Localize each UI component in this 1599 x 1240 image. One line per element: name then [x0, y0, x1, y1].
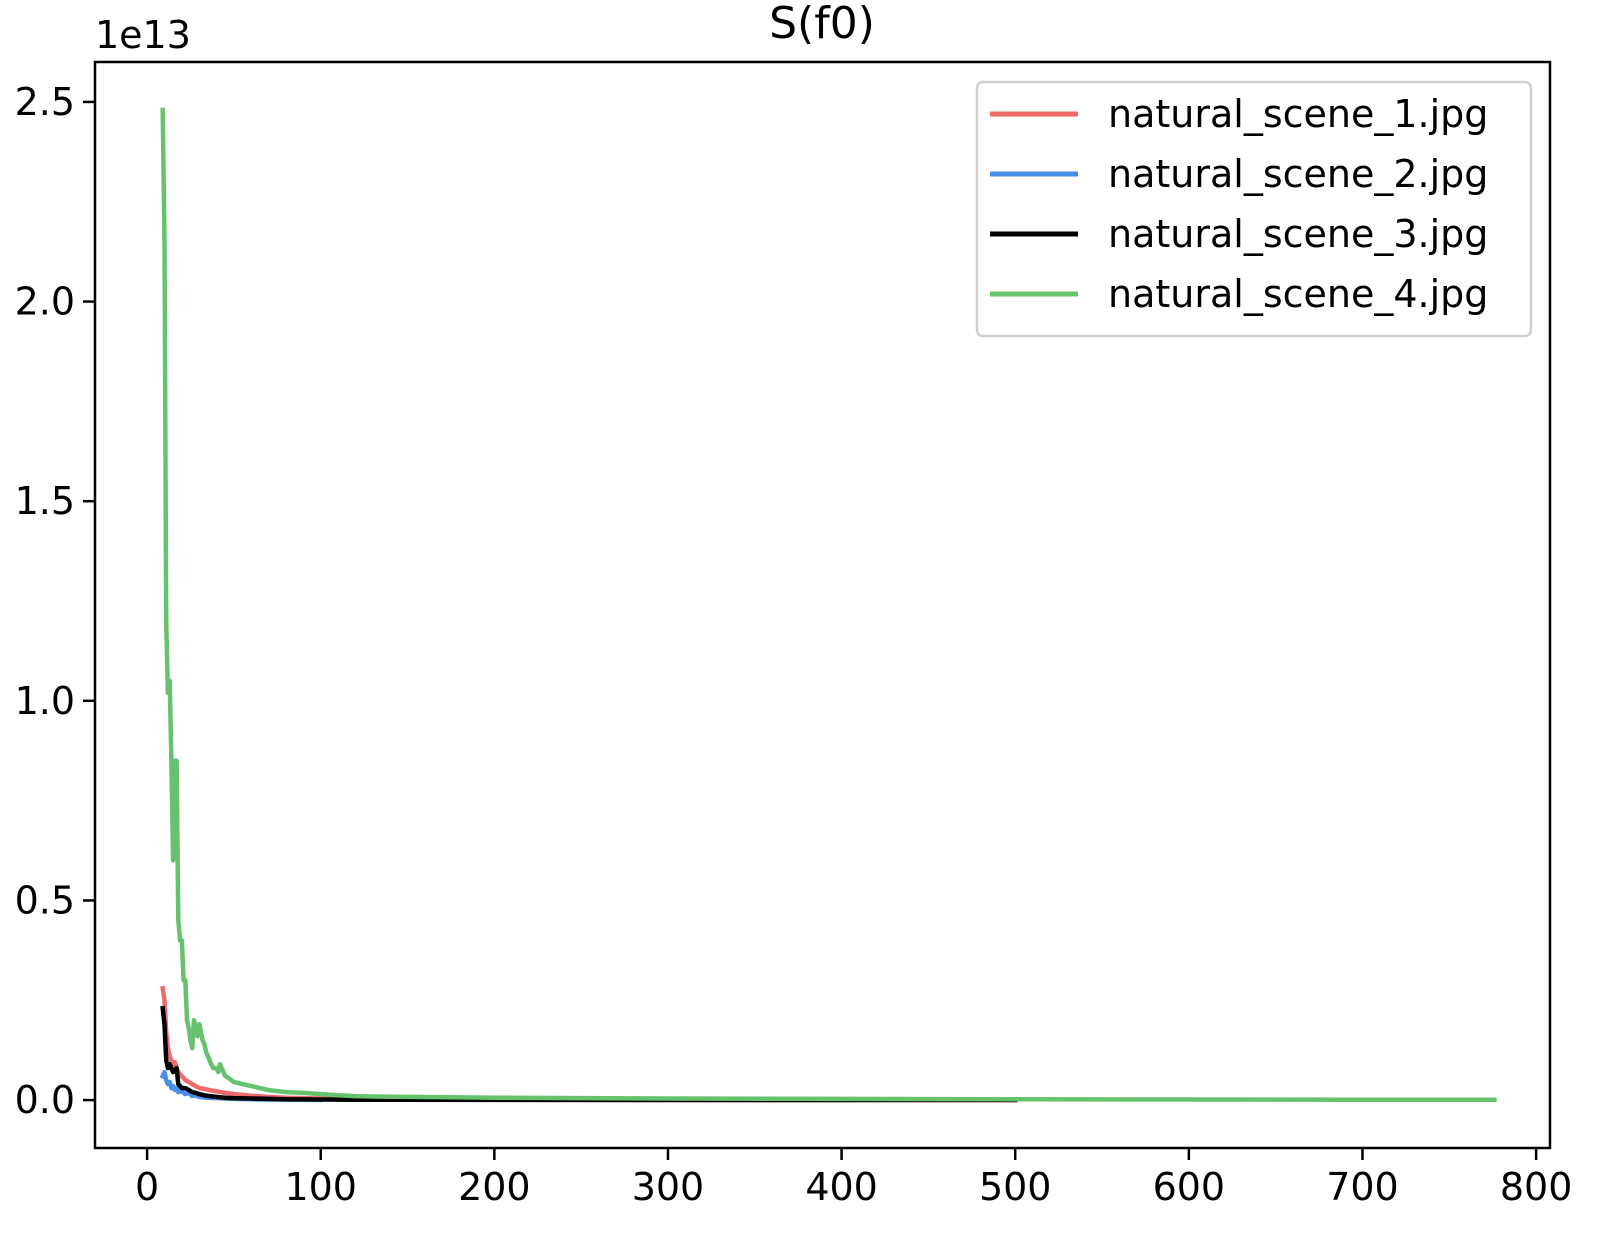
x-tick-label: 400: [805, 1165, 878, 1209]
x-tick-label: 800: [1500, 1165, 1573, 1209]
x-tick-label: 0: [135, 1165, 159, 1209]
x-tick-label: 600: [1153, 1165, 1226, 1209]
axes-frame: [93, 60, 1552, 1150]
x-tick-label: 200: [458, 1165, 531, 1209]
y-tick-label: 0.5: [15, 878, 75, 922]
y-axis-offset-label: 1e13: [95, 13, 191, 57]
y-tick-label: 0.0: [15, 1078, 75, 1122]
series-line-3: [160, 1005, 1018, 1103]
y-tick-label: 1.0: [15, 679, 75, 723]
legend: natural_scene_1.jpg natural_scene_2.jpgna…: [975, 80, 1533, 338]
y-tick-label: 1.5: [15, 479, 75, 523]
x-tick-label: 700: [1326, 1165, 1399, 1209]
legend-label: natural_scene_1.jpg: [1108, 92, 1488, 136]
y-tick-label: 2.5: [15, 80, 75, 124]
series-line-1: [160, 985, 1018, 1103]
y-tick-label: 2.0: [15, 280, 75, 324]
x-tick-label: 500: [979, 1165, 1052, 1209]
series-group: [159, 107, 1497, 1103]
x-tick-label: 100: [284, 1165, 357, 1209]
chart-title: S(f0): [769, 0, 875, 49]
plot-area: 0 100 200 300 400 500 600 700 800 0.0 0.5 1.0 1.5 2.0…: [15, 60, 1573, 1209]
series-line-4: [160, 107, 1497, 1103]
legend-label: natural_scene_3.jpg: [1108, 212, 1488, 256]
x-tick-label: 300: [632, 1165, 705, 1209]
legend-label: natural_scene_2.jpg: [1108, 152, 1488, 196]
legend-label: natural_scene_4.jpg: [1108, 272, 1488, 316]
legend-box: [975, 80, 1533, 338]
